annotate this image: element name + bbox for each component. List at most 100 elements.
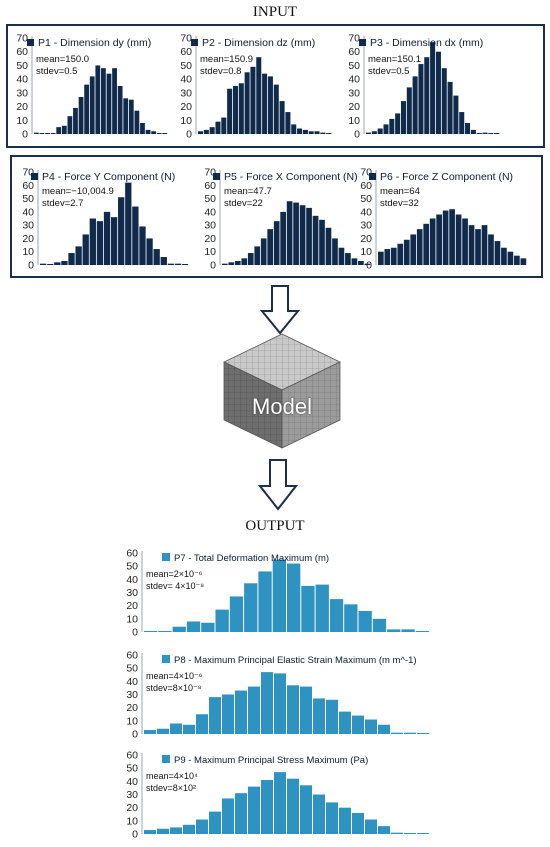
histogram-bar bbox=[258, 571, 272, 632]
legend-swatch bbox=[191, 39, 198, 46]
histogram-bar bbox=[110, 217, 118, 265]
histogram-bar bbox=[404, 732, 416, 734]
y-tick-label: 10 bbox=[204, 246, 216, 258]
histogram-bar bbox=[424, 57, 430, 135]
histogram-bar bbox=[417, 733, 429, 734]
histogram-bar bbox=[144, 830, 156, 834]
y-tick-label: 40 bbox=[348, 74, 360, 86]
y-tick-label: 60 bbox=[126, 750, 138, 762]
histogram-bar bbox=[520, 258, 527, 265]
histogram-bar bbox=[248, 686, 260, 734]
stdev-label: stdev=32 bbox=[380, 198, 419, 209]
y-tick-label: 20 bbox=[348, 101, 360, 113]
histogram-bar bbox=[436, 214, 442, 265]
y-tick-label: 50 bbox=[360, 193, 372, 205]
histogram-bar bbox=[160, 257, 167, 265]
histogram-bar bbox=[134, 110, 140, 134]
y-tick-label: 60 bbox=[126, 548, 138, 560]
histogram-bar bbox=[273, 84, 279, 134]
y-tick-label: 40 bbox=[22, 206, 34, 218]
histogram-bar bbox=[61, 125, 67, 134]
histogram-bar bbox=[416, 229, 423, 265]
histogram-bar bbox=[468, 225, 475, 265]
histogram-bar bbox=[325, 227, 332, 265]
y-tick-label: 40 bbox=[360, 206, 372, 218]
mean-label: mean=47.7 bbox=[224, 186, 272, 197]
chart-title: P5 - Force X Component (N) bbox=[224, 171, 358, 183]
histogram-bar bbox=[144, 730, 156, 734]
histogram-bar bbox=[391, 732, 403, 734]
y-tick-label: 10 bbox=[126, 715, 138, 727]
y-tick-label: 30 bbox=[126, 587, 138, 599]
histogram-bar bbox=[344, 604, 358, 632]
histogram-bar bbox=[139, 226, 146, 265]
histogram-bar bbox=[352, 715, 364, 734]
histogram-bar bbox=[75, 246, 82, 265]
histogram-bar bbox=[39, 133, 45, 134]
y-tick-label: 50 bbox=[126, 663, 138, 675]
model-cube bbox=[222, 332, 342, 455]
stdev-label: stdev=2.7 bbox=[42, 198, 83, 209]
down-arrow-icon bbox=[258, 459, 298, 511]
y-tick-label: 10 bbox=[180, 115, 192, 127]
histogram-bar bbox=[293, 202, 299, 265]
y-tick-label: 60 bbox=[22, 180, 34, 192]
histogram-bar bbox=[279, 101, 285, 134]
histogram-bar bbox=[235, 690, 247, 734]
histogram-bar bbox=[68, 253, 75, 265]
histogram-bar bbox=[244, 583, 258, 632]
histogram-bar bbox=[366, 132, 372, 134]
histogram-bar bbox=[418, 64, 424, 134]
histogram-bar bbox=[339, 711, 351, 734]
histogram-bar bbox=[157, 728, 169, 734]
histogram-bar bbox=[390, 247, 397, 265]
histogram-bar bbox=[423, 223, 430, 265]
legend-swatch bbox=[162, 655, 170, 663]
histogram-bar bbox=[157, 828, 169, 834]
y-tick-label: 70 bbox=[360, 167, 372, 179]
histogram-bar bbox=[453, 95, 459, 134]
histogram-p8: 0 10 20 30 40 50 60 P8 - Maximum Principal Elas… bbox=[112, 646, 432, 741]
histogram-bar bbox=[203, 129, 209, 134]
histogram-bar bbox=[384, 249, 391, 265]
histogram-bar bbox=[238, 83, 244, 134]
histogram-bar bbox=[345, 253, 351, 265]
histogram-bar bbox=[250, 66, 256, 134]
histogram-bar bbox=[167, 263, 175, 265]
y-tick-label: 10 bbox=[16, 115, 28, 127]
histogram-bar bbox=[125, 182, 132, 265]
histogram-bar bbox=[215, 121, 221, 134]
legend-swatch bbox=[162, 553, 170, 561]
histogram-bar bbox=[462, 218, 468, 265]
histogram-bar bbox=[302, 129, 308, 134]
y-tick-label: 20 bbox=[126, 702, 138, 714]
histogram-bar bbox=[209, 697, 221, 734]
y-tick-label: 30 bbox=[360, 220, 372, 232]
y-tick-label: 0 bbox=[22, 129, 28, 141]
histogram-bar bbox=[280, 211, 286, 265]
histogram-bar bbox=[140, 123, 145, 134]
y-tick-label: 0 bbox=[186, 129, 192, 141]
histogram-p4: 0 10 20 30 40 50 60 70 P4 - Force Y Component (N… bbox=[14, 164, 194, 272]
histogram-bar bbox=[358, 610, 372, 632]
histogram-bar bbox=[73, 107, 78, 134]
y-tick-label: 0 bbox=[28, 260, 34, 272]
histogram-bar bbox=[196, 714, 208, 734]
chart-title: P7 - Total Deformation Maximum (m) bbox=[174, 553, 329, 564]
histogram-bar bbox=[128, 99, 134, 134]
stdev-label: stdev= 4×10⁻⁸ bbox=[146, 581, 204, 591]
histogram-bar bbox=[117, 86, 123, 134]
y-tick-label: 30 bbox=[180, 87, 192, 99]
y-tick-label: 40 bbox=[16, 74, 28, 86]
histogram-bar bbox=[352, 812, 364, 834]
y-tick-label: 10 bbox=[126, 815, 138, 827]
histogram-bar bbox=[222, 798, 234, 834]
histogram-bar bbox=[358, 261, 364, 265]
y-tick-label: 50 bbox=[204, 193, 216, 205]
histogram-bar bbox=[267, 76, 273, 134]
y-tick-label: 40 bbox=[180, 74, 192, 86]
histogram-bar bbox=[378, 251, 384, 265]
